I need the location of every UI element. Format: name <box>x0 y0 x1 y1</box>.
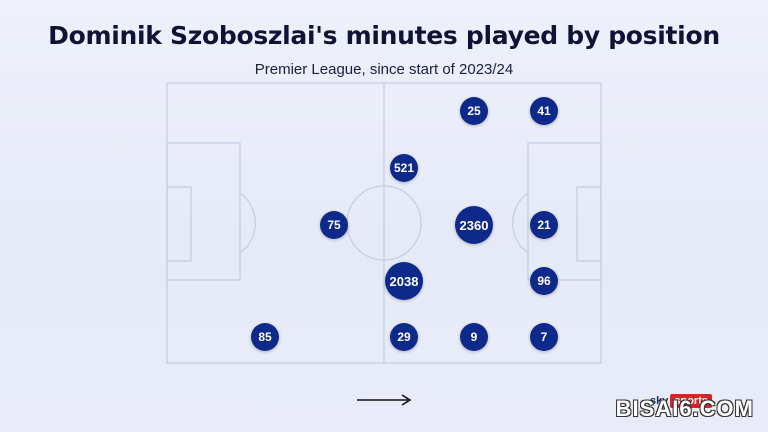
watermark: BISAI6.COM <box>615 396 754 421</box>
position-marker-rm: 29 <box>390 323 418 351</box>
position-marker-rs: 7 <box>530 323 558 351</box>
arrow-right-icon <box>357 394 412 406</box>
left-penalty-box <box>166 142 241 281</box>
position-marker-st-top: 41 <box>530 97 558 125</box>
position-marker-rw: 9 <box>460 323 488 351</box>
sky-sports-logo: sky sports <box>650 394 712 408</box>
position-marker-rf: 96 <box>530 267 558 295</box>
logo-sports-text: sports <box>670 394 712 408</box>
position-marker-cam: 2360 <box>455 206 493 244</box>
position-marker-rcm: 2038 <box>385 262 423 300</box>
position-marker-lcm: 521 <box>390 154 418 182</box>
right-six-yard-box <box>576 186 602 262</box>
position-marker-rw-top: 25 <box>460 97 488 125</box>
chart-subtitle: Premier League, since start of 2023/24 <box>254 61 514 78</box>
chart-title: Dominik Szoboszlai's minutes played by p… <box>48 21 720 50</box>
logo-sky-text: sky <box>650 395 669 407</box>
position-marker-cdm: 75 <box>320 211 348 239</box>
right-penalty-arc <box>512 192 529 254</box>
left-penalty-arc <box>239 192 256 254</box>
position-marker-cf: 21 <box>530 211 558 239</box>
left-six-yard-box <box>166 186 192 262</box>
position-marker-rb: 85 <box>251 323 279 351</box>
